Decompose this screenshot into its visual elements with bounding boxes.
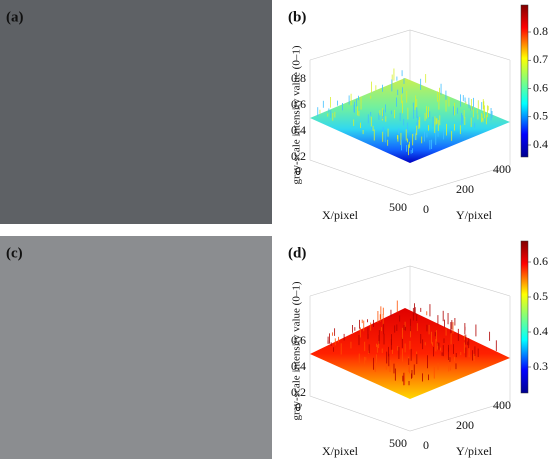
- y-tick-label: 400: [493, 162, 511, 176]
- colorbar-tick-label: 0.3: [533, 359, 548, 373]
- y-tick-label: 0: [423, 202, 429, 216]
- x-axis-label: X/pixel: [322, 208, 359, 222]
- x-tick-label: 0: [295, 400, 301, 414]
- colorbar: [520, 4, 529, 158]
- y-tick-label: 400: [493, 398, 511, 412]
- z-tick-label: 0.6: [291, 97, 306, 111]
- z-tick-label: 0.8: [291, 71, 306, 85]
- y-tick-label: 200: [456, 182, 474, 196]
- panel-label: (a): [6, 9, 24, 25]
- z-tick-label: 0.6: [291, 333, 306, 347]
- x-tick-label: 500: [389, 200, 407, 214]
- y-axis-label: Y/pixel: [456, 208, 493, 222]
- colorbar-tick-label: 0.4: [533, 324, 548, 338]
- image-a: [0, 0, 272, 224]
- colorbar-tick-label: 0.5: [533, 109, 548, 123]
- panel-label: (b): [288, 9, 306, 25]
- x-axis-label: X/pixel: [322, 444, 359, 458]
- y-tick-label: 200: [456, 418, 474, 432]
- x-tick-label: 0: [295, 164, 301, 178]
- axis-box: [309, 296, 511, 432]
- axis-box: [309, 60, 511, 196]
- z-tick-label: 0.4: [291, 359, 306, 373]
- panel-label: (d): [288, 245, 306, 261]
- z-axis-label: gray-scale intensity value (0–1): [291, 45, 303, 184]
- y-tick-label: 0: [423, 438, 429, 452]
- y-axis-label: Y/pixel: [456, 444, 493, 458]
- colorbar: [520, 240, 529, 394]
- colorbar-tick-label: 0.8: [533, 24, 548, 38]
- colorbar-tick-label: 0.6: [533, 80, 548, 94]
- z-axis-label: gray-scale intensity value (0–1): [291, 281, 303, 420]
- x-tick-label: 500: [389, 436, 407, 450]
- colorbar-tick-label: 0.6: [533, 254, 548, 268]
- colorbar-tick-label: 0.5: [533, 289, 548, 303]
- z-tick-label: 0.2: [291, 385, 306, 399]
- colorbar-tick-label: 0.4: [533, 137, 548, 151]
- panel-label: (c): [6, 245, 23, 261]
- z-tick-label: 0.2: [291, 149, 306, 163]
- surface: [310, 78, 510, 163]
- image-c: [0, 236, 272, 459]
- colorbar-tick-label: 0.7: [533, 52, 548, 66]
- z-tick-label: 0.4: [291, 123, 306, 137]
